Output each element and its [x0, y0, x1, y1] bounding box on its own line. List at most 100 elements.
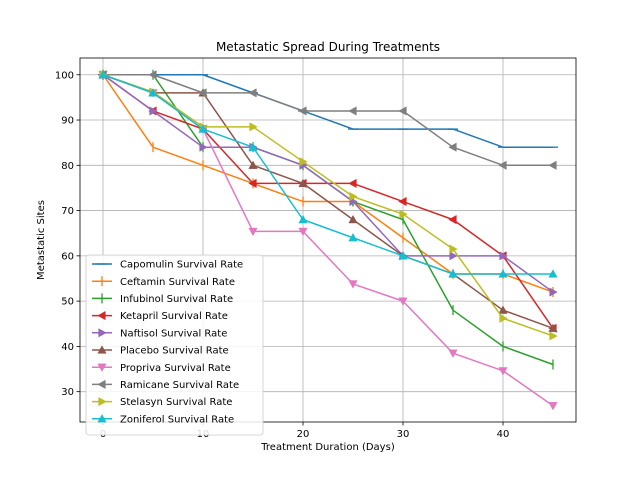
x-axis-title: Treatment Duration (Days) — [260, 442, 395, 453]
chart-title: Metastatic Spread During Treatments — [216, 40, 440, 54]
series-line — [102, 74, 554, 329]
y-tick-label: 80 — [61, 161, 74, 172]
series-9 — [99, 70, 558, 341]
data-point — [148, 70, 157, 80]
data-point — [248, 160, 258, 169]
data-point — [398, 297, 408, 306]
legend-item: Ketapril Survival Rate — [92, 310, 228, 322]
x-tick-label: 30 — [397, 429, 410, 440]
legend-item: Capomulin Survival Rate — [92, 260, 243, 271]
data-point — [548, 323, 558, 332]
legend-item: Placebo Survival Rate — [92, 345, 229, 357]
data-point — [248, 142, 258, 151]
data-point — [348, 106, 357, 116]
data-point — [549, 287, 558, 297]
y-tick-label: 60 — [61, 251, 74, 262]
data-point — [348, 280, 358, 289]
legend-item: Infubinol Survival Rate — [92, 293, 233, 305]
data-point — [448, 349, 458, 358]
data-point — [198, 124, 208, 133]
data-point — [298, 178, 308, 188]
data-point — [298, 227, 308, 237]
series-8 — [98, 70, 557, 170]
legend-item: Zoniferol Survival Rate — [92, 414, 234, 425]
data-point — [548, 160, 557, 170]
series-line — [103, 74, 553, 148]
legend-swatch-marker — [97, 345, 107, 354]
legend-item: Ramicane Survival Rate — [92, 379, 239, 391]
y-tick-label: 100 — [55, 70, 74, 81]
data-point — [498, 269, 508, 278]
legend-label: Naftisol Survival Rate — [120, 328, 227, 339]
data-point — [248, 227, 258, 237]
legend-swatch-marker — [97, 414, 107, 423]
legend-label: Capomulin Survival Rate — [120, 260, 243, 271]
data-point — [498, 367, 508, 376]
y-tick-label: 40 — [61, 342, 74, 353]
series-line — [102, 74, 553, 275]
series-line — [102, 74, 554, 337]
legend-label: Infubinol Survival Rate — [120, 294, 233, 305]
data-point — [98, 70, 108, 79]
data-point — [399, 209, 408, 219]
legend-swatch-marker — [97, 379, 106, 390]
y-tick-label: 30 — [61, 387, 74, 398]
series-line — [102, 74, 554, 293]
data-point — [398, 106, 407, 116]
x-tick-label: 40 — [497, 429, 510, 440]
data-point — [348, 233, 358, 242]
data-point — [449, 244, 458, 254]
legend-swatch-marker — [98, 396, 107, 407]
data-point — [298, 106, 307, 116]
data-point — [198, 88, 207, 98]
data-point — [348, 178, 357, 189]
plot-area-frame — [79, 57, 577, 423]
data-point — [548, 402, 558, 411]
data-point — [148, 88, 158, 97]
data-point — [498, 305, 508, 314]
series-layer — [98, 69, 558, 411]
data-point — [499, 251, 508, 261]
data-point — [248, 178, 257, 189]
data-point — [249, 122, 258, 132]
x-tick-label: 20 — [297, 429, 310, 440]
y-tick-label: 90 — [61, 116, 74, 127]
data-point — [448, 215, 457, 225]
legend-label: Stelasyn Survival Rate — [120, 397, 232, 408]
legend-label: Ketapril Survival Rate — [120, 311, 228, 322]
y-tick-label: 50 — [61, 297, 74, 308]
legend-swatch-marker — [97, 363, 107, 372]
legend-item: Naftisol Survival Rate — [92, 328, 227, 339]
legend-swatch-marker — [97, 310, 106, 321]
data-point — [298, 214, 308, 224]
legend-label: Ramicane Survival Rate — [120, 380, 239, 391]
data-point — [248, 88, 257, 98]
data-point — [548, 269, 558, 278]
data-point — [448, 269, 458, 278]
legend-label: Propriva Survival Rate — [120, 363, 231, 374]
legend-label: Ceftamin Survival Rate — [120, 277, 235, 288]
data-point — [149, 106, 158, 116]
data-point — [499, 313, 508, 323]
legend-item: Ceftamin Survival Rate — [92, 276, 235, 288]
y-axis-title: Metastatic Sites — [36, 200, 47, 280]
data-point — [449, 251, 458, 261]
legend-item: Stelasyn Survival Rate — [92, 396, 232, 408]
data-point — [349, 191, 358, 202]
data-point — [348, 214, 358, 224]
legend-item: Propriva Survival Rate — [92, 363, 231, 374]
y-axis-ticks: 30 40 50 60 70 80 90 100 — [55, 70, 80, 398]
series-10 — [98, 70, 558, 278]
data-point — [448, 142, 457, 152]
data-point — [199, 142, 208, 152]
legend-box — [85, 254, 264, 436]
legend: Capomulin Survival Rate Ceftamin Survival… — [85, 254, 264, 436]
data-point — [549, 331, 558, 341]
data-point — [498, 160, 507, 170]
series-line — [103, 74, 553, 167]
data-point — [398, 196, 407, 207]
legend-label: Placebo Survival Rate — [120, 346, 229, 357]
y-tick-label: 70 — [61, 206, 74, 217]
data-point — [398, 251, 408, 260]
